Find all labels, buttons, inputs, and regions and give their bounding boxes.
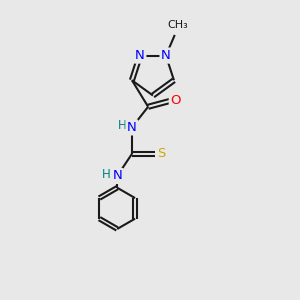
Text: N: N: [161, 49, 171, 62]
Text: H: H: [102, 168, 110, 181]
Text: S: S: [157, 147, 166, 161]
Text: N: N: [112, 169, 122, 182]
Text: N: N: [135, 49, 145, 62]
Text: O: O: [170, 94, 181, 107]
Text: N: N: [127, 121, 137, 134]
Text: H: H: [118, 119, 127, 132]
Text: CH₃: CH₃: [167, 20, 188, 30]
